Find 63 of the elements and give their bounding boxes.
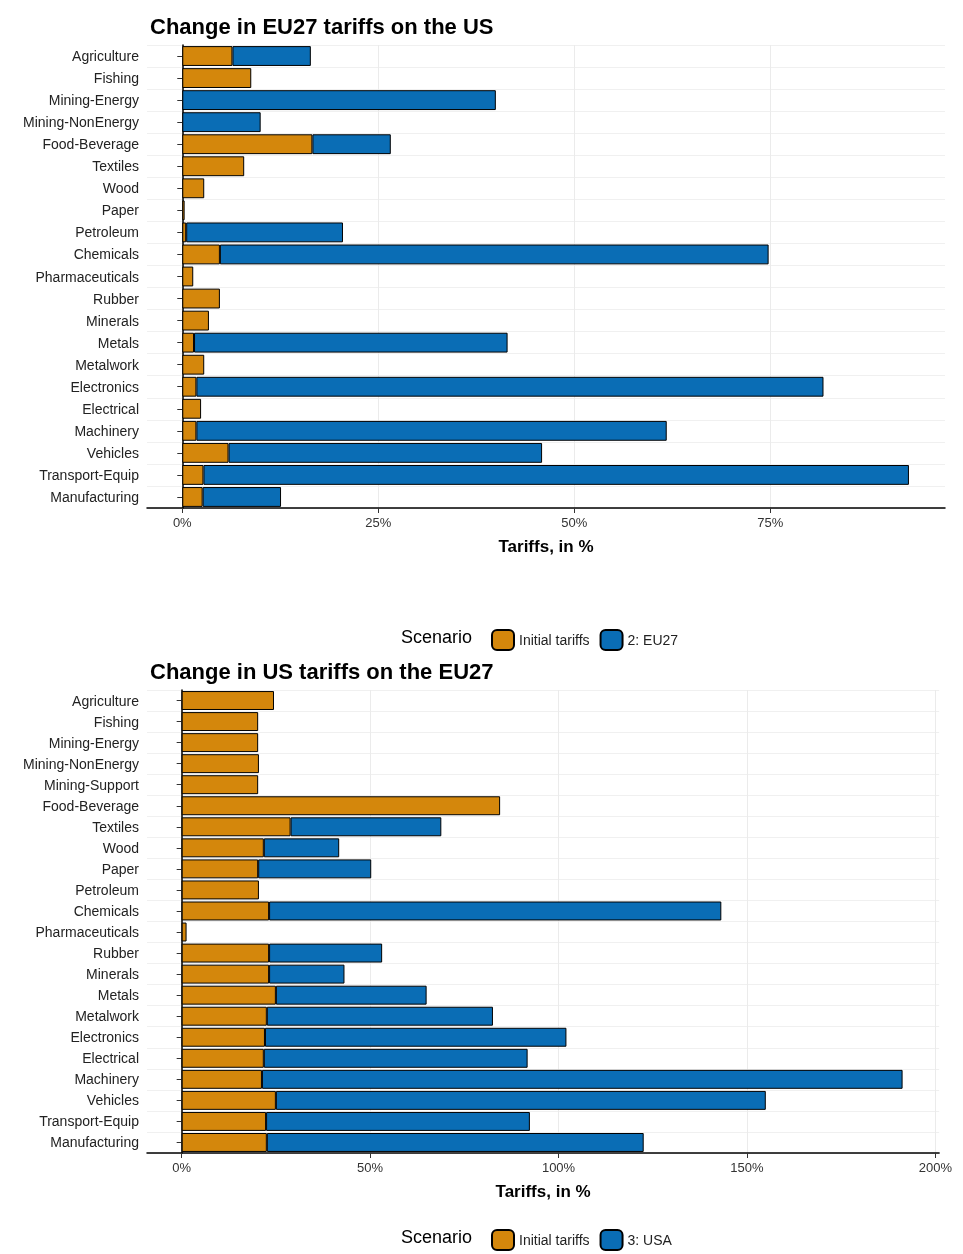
y-tick-label: Food-Beverage <box>42 136 140 153</box>
y-tick-label: Textiles <box>92 818 139 835</box>
legend-label: 2: EU27 <box>627 632 679 648</box>
y-tick-label: Food-Beverage <box>42 797 140 814</box>
legend-label: 3: USA <box>627 1232 673 1248</box>
x-axis-title: Tariffs, in % <box>495 1182 591 1201</box>
y-tick-label: Machinery <box>74 422 139 439</box>
y-tick-label: Wood <box>102 180 139 197</box>
y-tick-label: Textiles <box>92 158 139 175</box>
y-tick-label: Manufacturing <box>50 1134 139 1151</box>
y-tick-label: Rubber <box>93 945 140 962</box>
y-tick-label: Metalwork <box>75 1008 140 1025</box>
y-tick-label: Mining-NonEnergy <box>23 114 139 131</box>
y-tick-label: Metals <box>97 334 139 351</box>
x-tick-label: 50% <box>357 1160 384 1175</box>
x-tick-label: 0% <box>172 1160 192 1175</box>
y-tick-label: Mining-Energy <box>48 92 139 109</box>
y-tick-label: Metals <box>97 987 139 1004</box>
y-tick-label: Transport-Equip <box>39 1113 140 1130</box>
y-tick-label: Petroleum <box>75 881 139 898</box>
x-axis-title: Tariffs, in % <box>498 537 594 556</box>
y-tick-label: Agriculture <box>72 692 140 709</box>
y-tick-label: Pharmaceuticals <box>35 268 139 285</box>
y-tick-label: Minerals <box>86 966 139 983</box>
y-tick-label: Mining-Support <box>44 776 140 793</box>
chart-title: Change in US tariffs on the EU27 <box>150 658 494 684</box>
y-tick-label: Paper <box>101 860 140 877</box>
y-tick-label: Electronics <box>70 378 139 395</box>
y-tick-label: Metalwork <box>75 356 140 373</box>
y-tick-label: Electrical <box>82 400 139 417</box>
y-tick-label: Manufacturing <box>50 488 139 505</box>
x-tick-label: 200% <box>918 1160 953 1175</box>
y-tick-label: Fishing <box>93 713 139 730</box>
x-tick-label: 0% <box>172 515 193 530</box>
y-tick-label: Paper <box>101 202 140 219</box>
y-tick-label: Chemicals <box>73 246 139 263</box>
y-tick-label: Electrical <box>82 1050 139 1067</box>
y-tick-label: Vehicles <box>86 444 139 461</box>
y-tick-label: Electronics <box>70 1029 139 1046</box>
chart-title: Change in EU27 tariffs on the US <box>150 13 494 39</box>
y-tick-label: Machinery <box>74 1071 139 1088</box>
legend-title: Scenario <box>401 627 473 647</box>
y-tick-label: Mining-Energy <box>48 734 139 751</box>
y-tick-label: Transport-Equip <box>39 466 140 483</box>
y-tick-label: Rubber <box>93 290 140 307</box>
legend-label: Initial tariffs <box>519 1232 590 1248</box>
y-tick-label: Fishing <box>93 70 139 87</box>
y-tick-label: Wood <box>102 839 139 856</box>
x-tick-label: 50% <box>561 515 588 530</box>
y-tick-label: Agriculture <box>72 48 140 65</box>
legend-label: Initial tariffs <box>519 632 590 648</box>
y-tick-label: Vehicles <box>86 1092 139 1109</box>
y-tick-label: Minerals <box>86 312 139 329</box>
bar <box>186 222 343 243</box>
y-tick-label: Mining-NonEnergy <box>23 755 139 772</box>
x-tick-label: 100% <box>541 1160 576 1175</box>
y-tick-label: Pharmaceuticals <box>35 924 139 941</box>
legend-title: Scenario <box>401 1227 473 1247</box>
x-tick-label: 150% <box>730 1160 765 1175</box>
x-tick-label: 25% <box>365 515 392 530</box>
y-tick-label: Chemicals <box>73 902 139 919</box>
x-tick-label: 75% <box>757 515 784 530</box>
y-tick-label: Petroleum <box>75 224 139 241</box>
